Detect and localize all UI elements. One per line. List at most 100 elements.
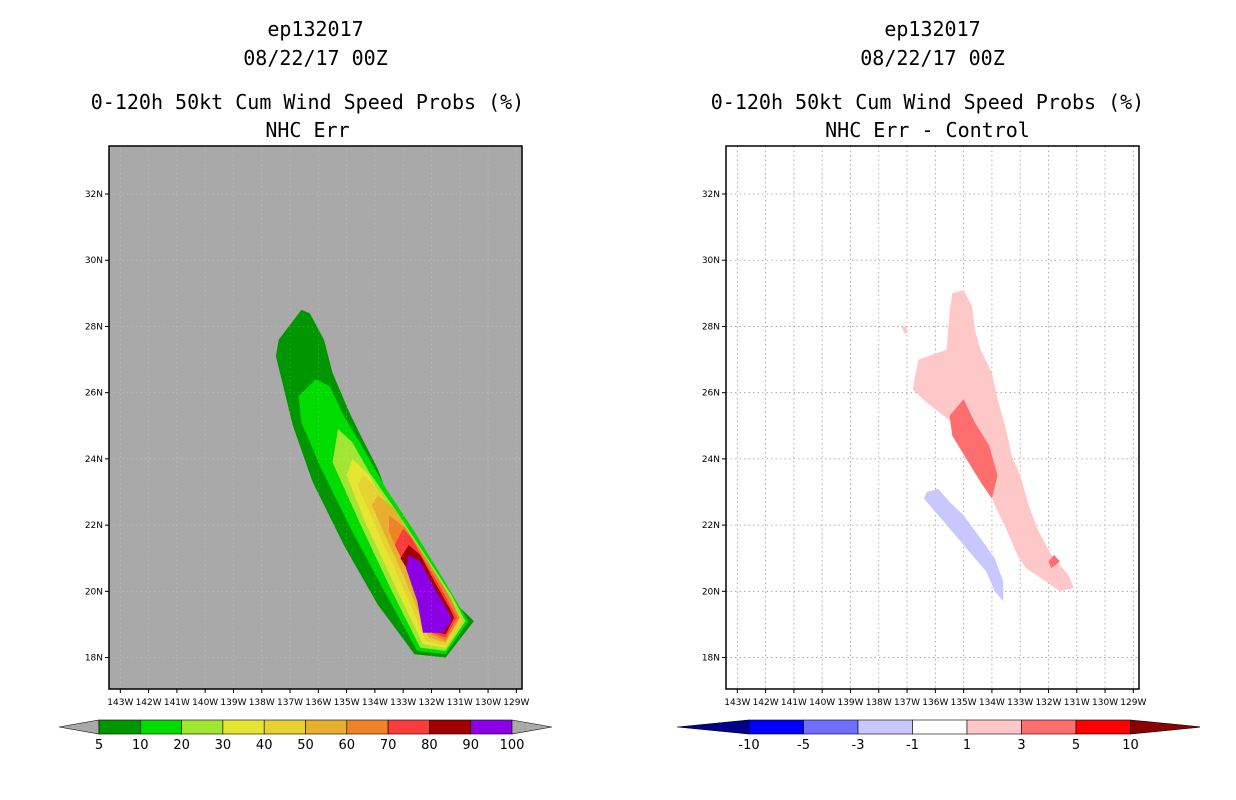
- y-tick-label: 24N: [702, 455, 720, 465]
- colorbar-label: 70: [380, 738, 397, 753]
- contour-level-1: [901, 326, 907, 334]
- x-tick-label: 139W: [837, 698, 863, 708]
- colorbar-bin: [1075, 719, 1131, 735]
- x-tick-label: 130W: [1092, 698, 1118, 708]
- colorbar-bin: [803, 719, 859, 735]
- contour-level-1: [912, 290, 1074, 592]
- right-storm-id: ep132017: [884, 17, 981, 41]
- colorbar-bin: [263, 719, 306, 735]
- right-difference-map: 18N 20N 22N 24N 26N 28N 30N 32N 143W 142W 141W 140W…: [702, 145, 1146, 708]
- colorbar-extend-high: [1130, 719, 1200, 735]
- left-panel-title: NHC Err: [265, 118, 350, 142]
- left-titles: ep132017 08/22/17 00Z: [108, 15, 523, 73]
- colorbar-bin: [140, 719, 182, 735]
- left-date: 08/22/17 00Z: [243, 46, 388, 70]
- contour-level-90: [406, 554, 452, 633]
- colorbar-bin: [857, 719, 913, 735]
- x-tick-label: 135W: [334, 698, 360, 708]
- y-tick-label: 28N: [85, 322, 103, 332]
- y-tick-label: 18N: [702, 654, 720, 664]
- x-tick-label: 131W: [1064, 698, 1090, 708]
- colorbar-bin: [470, 719, 513, 735]
- right-date: 08/22/17 00Z: [860, 46, 1005, 70]
- x-tick-label: 132W: [1035, 698, 1061, 708]
- x-tick-label: 133W: [1007, 698, 1033, 708]
- x-tick-label: 136W: [922, 698, 948, 708]
- y-tick-label: 26N: [85, 389, 103, 399]
- colorbar-label: 30: [215, 738, 232, 753]
- x-tick-label: 137W: [894, 698, 920, 708]
- colorbar-label: 5: [1072, 738, 1080, 753]
- right-colorbar: -10 -5 -3 -1 1 3 5 10: [676, 719, 1200, 753]
- y-tick-label: 28N: [702, 322, 720, 332]
- colorbar-bin: [1021, 719, 1077, 735]
- colorbar-bin: [912, 719, 968, 735]
- x-tick-label: 142W: [753, 698, 779, 708]
- x-tick-label: 132W: [418, 698, 444, 708]
- colorbar-label: -5: [797, 738, 810, 753]
- x-tick-label: 134W: [979, 698, 1005, 708]
- colorbar-bin: [222, 719, 265, 735]
- contour-level-neg1: [924, 488, 1004, 602]
- colorbar-extend-low: [676, 719, 750, 735]
- contour-level-3: [1048, 554, 1060, 569]
- right-product-title: 0-120h 50kt Cum Wind Speed Probs (%): [710, 90, 1145, 114]
- colorbar-bin: [346, 719, 389, 735]
- y-tick-label: 22N: [85, 521, 103, 531]
- y-tick-label: 20N: [85, 587, 103, 597]
- colorbar-label: 1: [963, 738, 971, 753]
- y-tick-label: 32N: [702, 190, 720, 200]
- y-tick-label: 24N: [85, 455, 103, 465]
- colorbar-label: 5: [95, 738, 103, 753]
- x-tick-label: 129W: [503, 698, 529, 708]
- left-product-titles: 0-120h 50kt Cum Wind Speed Probs (%) NHC…: [0, 88, 615, 145]
- colorbar-label: 20: [173, 738, 190, 753]
- colorbar-label: 80: [421, 738, 438, 753]
- colorbar-label: 50: [297, 738, 314, 753]
- colorbar-extend-low: [58, 719, 100, 735]
- x-tick-label: 137W: [277, 698, 303, 708]
- colorbar-label: -3: [852, 738, 865, 753]
- x-tick-label: 140W: [192, 698, 218, 708]
- map-background: [726, 146, 1139, 689]
- colorbar-bin: [181, 719, 224, 735]
- colorbar-label: 10: [1122, 738, 1139, 753]
- x-tick-label: 131W: [447, 698, 473, 708]
- x-tick-label: 138W: [866, 698, 892, 708]
- colorbar-label: 100: [500, 738, 525, 753]
- colorbar-label: 3: [1017, 738, 1025, 753]
- colorbar-label: 60: [339, 738, 356, 753]
- x-tick-label: 135W: [951, 698, 977, 708]
- x-tick-label: 143W: [724, 698, 750, 708]
- colorbar-bin: [429, 719, 471, 735]
- x-tick-label: 134W: [362, 698, 388, 708]
- colorbar-bin: [966, 719, 1022, 735]
- map-frame: [108, 145, 523, 690]
- colorbar-label: 40: [256, 738, 273, 753]
- y-tick-label: 18N: [85, 654, 103, 664]
- right-titles: ep132017 08/22/17 00Z: [725, 15, 1140, 73]
- y-tick-label: 26N: [702, 389, 720, 399]
- x-tick-label: 142W: [136, 698, 162, 708]
- contour-level-3: [949, 399, 998, 499]
- colorbar-bin: [98, 719, 141, 735]
- colorbar-label: 10: [132, 738, 149, 753]
- colorbar-extend-high: [511, 719, 553, 735]
- y-tick-label: 30N: [85, 256, 103, 266]
- map-frame: [725, 145, 1140, 690]
- colorbar-bin: [387, 719, 430, 735]
- x-tick-label: 143W: [107, 698, 133, 708]
- left-storm-id: ep132017: [267, 17, 364, 41]
- right-product-titles: 0-120h 50kt Cum Wind Speed Probs (%) NHC…: [620, 88, 1235, 145]
- y-tick-label: 20N: [702, 587, 720, 597]
- y-tick-label: 22N: [702, 521, 720, 531]
- y-tick-label: 32N: [85, 190, 103, 200]
- x-tick-label: 129W: [1120, 698, 1146, 708]
- left-product-title: 0-120h 50kt Cum Wind Speed Probs (%): [90, 90, 525, 114]
- right-panel-title: NHC Err - Control: [825, 118, 1030, 142]
- x-tick-label: 133W: [390, 698, 416, 708]
- x-tick-label: 138W: [249, 698, 275, 708]
- colorbar-label: 90: [462, 738, 479, 753]
- colorbar-bin: [748, 719, 804, 735]
- colorbar-label: -10: [738, 738, 759, 753]
